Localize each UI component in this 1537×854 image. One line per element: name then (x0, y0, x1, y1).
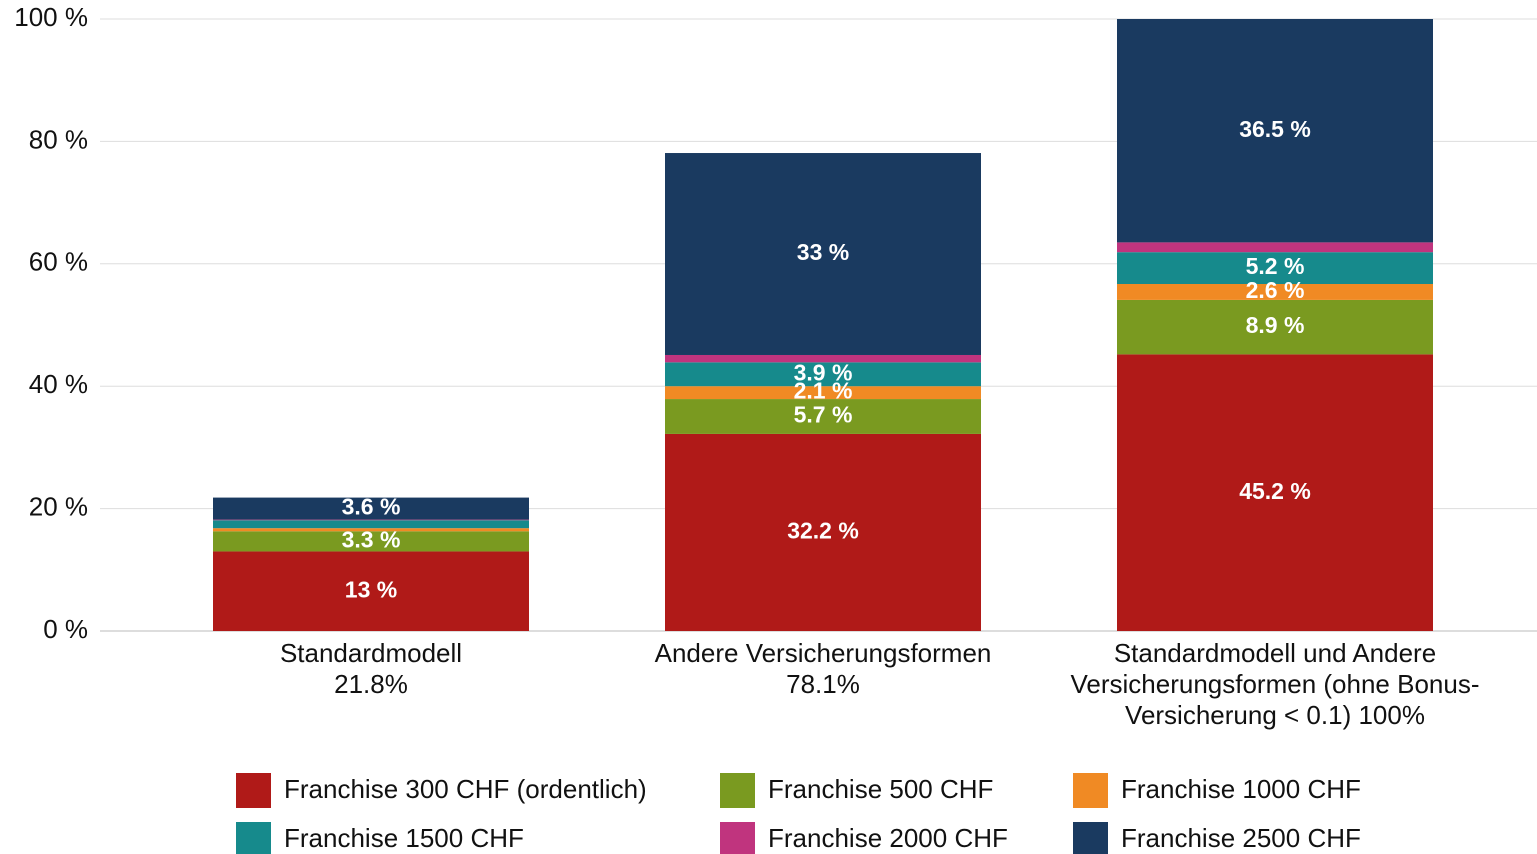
y-tick-label: 40 % (29, 369, 88, 399)
bar-segment (213, 528, 529, 532)
bar-segment (1117, 19, 1433, 243)
bar-segment (665, 362, 981, 387)
value-label: 8.9 % (1246, 312, 1305, 338)
bar-segment (1117, 283, 1433, 300)
value-label: 33 % (797, 239, 849, 265)
value-label: 3.3 % (342, 526, 401, 552)
legend-label: Franchise 300 CHF (ordentlich) (284, 774, 647, 804)
bar-segment (213, 551, 529, 631)
bar-segment (1117, 242, 1433, 253)
bar-segment (665, 386, 981, 400)
bar-segment (665, 354, 981, 363)
x-tick-label: Standardmodell und Andere Versicherungsf… (1070, 638, 1480, 730)
value-label: 3.6 % (342, 494, 401, 520)
x-tick-label: Andere Versicherungsformen 78.1% (654, 638, 992, 699)
bar-segment (1117, 252, 1433, 284)
y-tick-label: 60 % (29, 247, 88, 277)
legend-swatch (720, 822, 755, 854)
value-label: 5.2 % (1246, 253, 1305, 279)
y-tick-label: 20 % (29, 491, 88, 521)
bar-segment (213, 497, 529, 520)
bar-segment (665, 399, 981, 434)
legend-label: Franchise 2000 CHF (768, 823, 1008, 853)
value-label: 32.2 % (787, 518, 859, 544)
legend-label: Franchise 2500 CHF (1121, 823, 1361, 853)
value-label: 5.7 % (794, 402, 853, 428)
legend-swatch (1073, 822, 1108, 854)
y-tick-label: 80 % (29, 124, 88, 154)
legend-swatch (236, 773, 271, 808)
bar-segment (213, 519, 529, 521)
value-label: 3.9 % (794, 359, 853, 385)
legend-swatch (236, 822, 271, 854)
bar-segment (213, 520, 529, 529)
x-tick-label: Standardmodell 21.8% (279, 638, 463, 699)
bar-segment (665, 153, 981, 355)
y-tick-label: 0 % (43, 614, 88, 644)
legend-label: Franchise 1000 CHF (1121, 774, 1361, 804)
bar-segment (1117, 354, 1433, 631)
bar-segment (213, 531, 529, 552)
bar-segment (1117, 299, 1433, 355)
value-label: 13 % (345, 576, 397, 602)
legend-swatch (1073, 773, 1108, 808)
value-label: 36.5 % (1239, 116, 1311, 142)
value-label: 2.1 % (794, 378, 853, 404)
bar-segment (665, 433, 981, 631)
legend-swatch (720, 773, 755, 808)
value-label: 2.6 % (1246, 277, 1305, 303)
legend-label: Franchise 500 CHF (768, 774, 993, 804)
legend-label: Franchise 1500 CHF (284, 823, 524, 853)
y-tick-label: 100 % (14, 2, 88, 32)
value-label: 45.2 % (1239, 478, 1311, 504)
